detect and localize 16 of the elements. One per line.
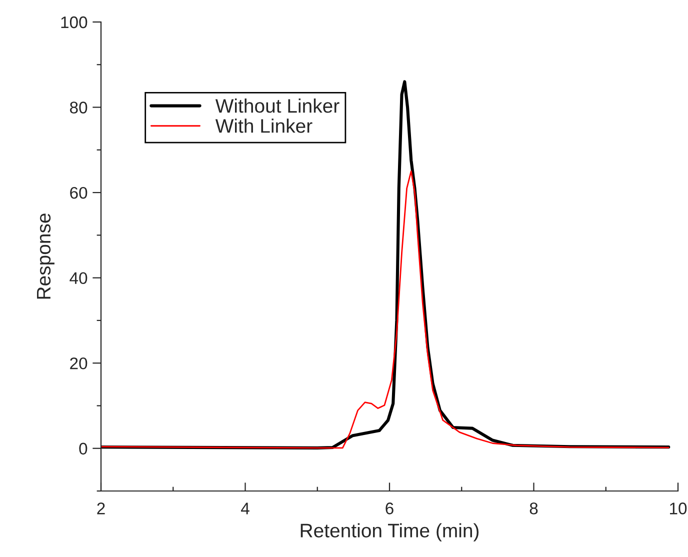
y-tick-label: 60 <box>70 186 88 199</box>
x-tick-label: 2 <box>97 502 105 514</box>
x-tick-label: 6 <box>386 502 394 514</box>
x-tick-label: 8 <box>530 502 538 514</box>
x-tick-label: 10 <box>670 502 687 514</box>
y-axis-title: Response <box>37 214 54 299</box>
legend-label: Without Linker <box>215 98 340 113</box>
x-tick-label: 4 <box>241 502 250 514</box>
x-axis-title: Retention Time (min) <box>300 523 479 542</box>
line-series <box>101 170 670 449</box>
y-tick-label: 20 <box>70 357 88 370</box>
y-tick-label: 40 <box>70 272 88 284</box>
y-tick-label: 0 <box>79 442 88 455</box>
y-tick-label: 80 <box>70 102 88 114</box>
y-tick-label: 100 <box>61 16 88 28</box>
legend-label: With Linker <box>215 118 312 133</box>
